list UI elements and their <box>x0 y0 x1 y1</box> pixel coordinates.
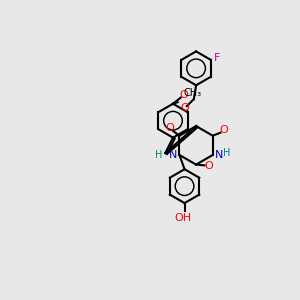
Text: F: F <box>214 53 220 63</box>
Text: O: O <box>204 161 213 171</box>
Text: O: O <box>179 90 188 100</box>
Text: H: H <box>155 150 163 160</box>
Text: O: O <box>166 123 175 133</box>
Text: N: N <box>169 150 178 160</box>
Text: OH: OH <box>174 214 192 224</box>
Text: O: O <box>180 103 189 113</box>
Text: O: O <box>219 124 228 135</box>
Text: N: N <box>215 150 223 160</box>
Text: H: H <box>223 148 230 158</box>
Text: CH₃: CH₃ <box>184 88 202 98</box>
